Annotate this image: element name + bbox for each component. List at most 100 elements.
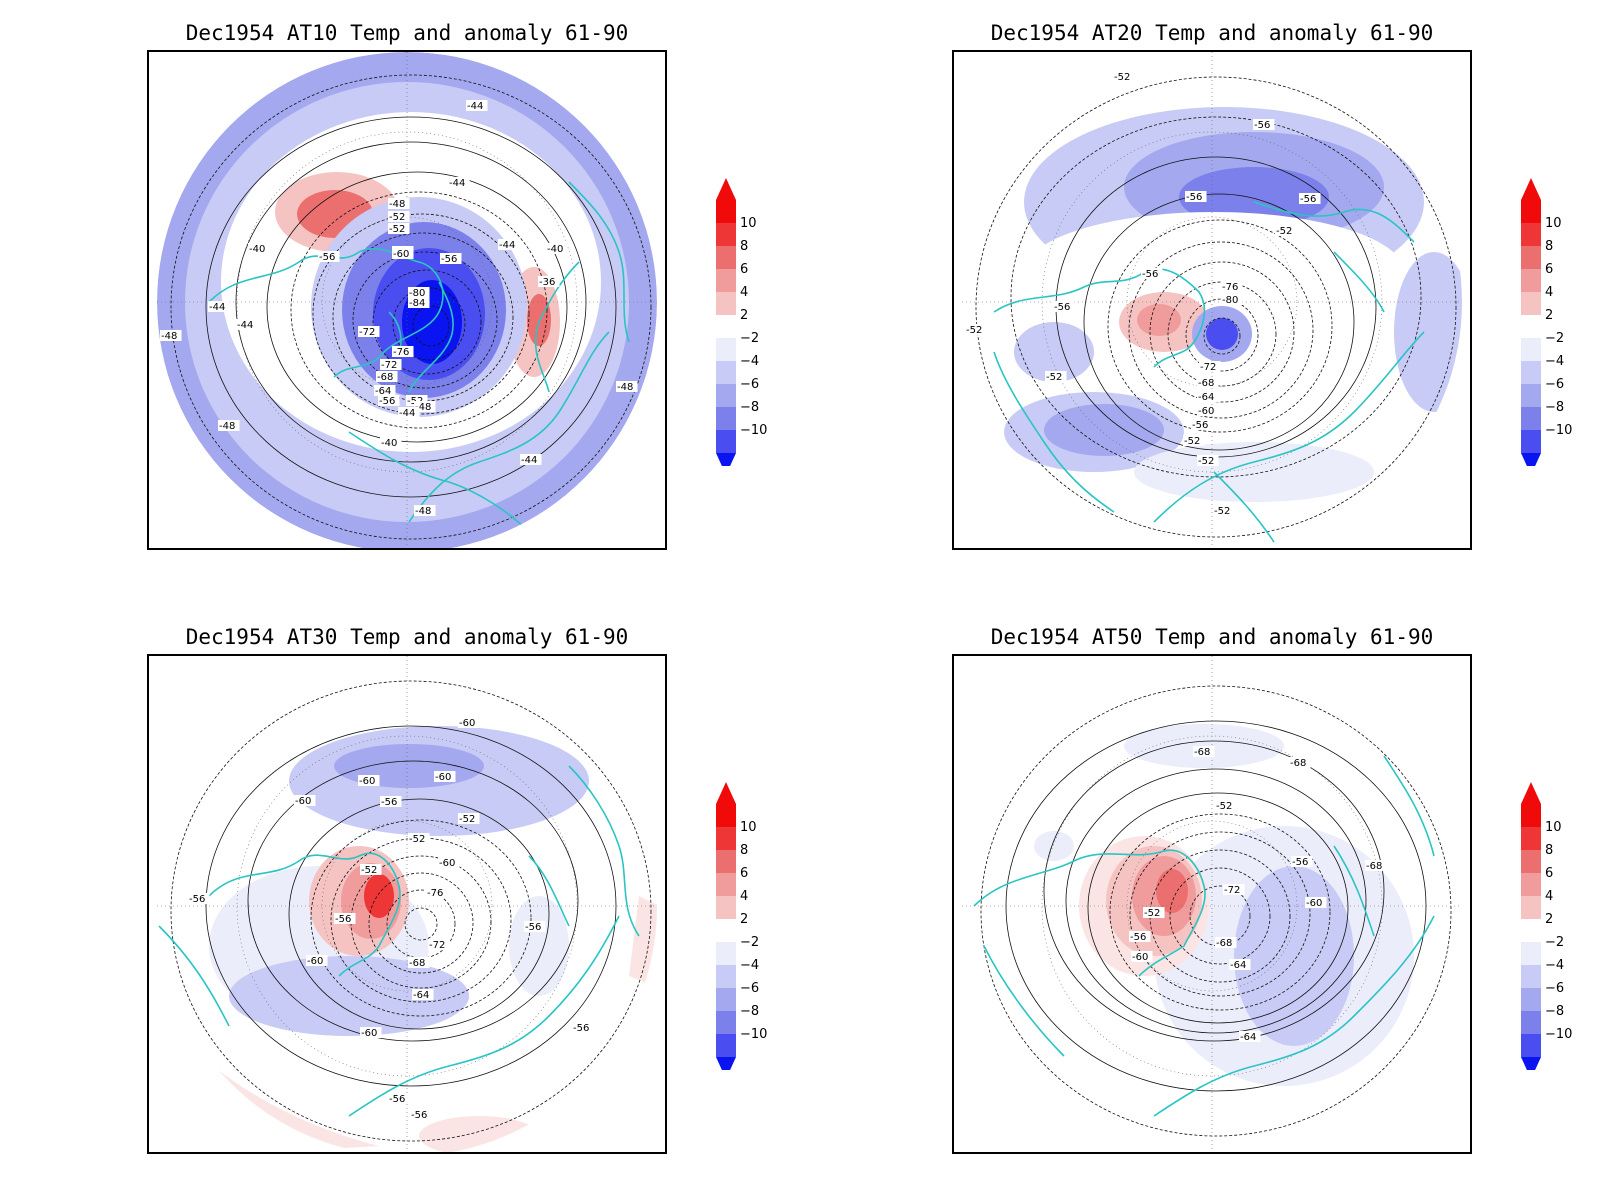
contour-label: -48 <box>161 331 177 342</box>
contour-label: -72 <box>1200 362 1216 373</box>
contour-label: -84 <box>409 298 425 309</box>
coastline <box>1153 331 1425 543</box>
contour-line <box>312 213 530 415</box>
colorbar-swatch <box>716 430 736 453</box>
colorbar-tick-label: 4 <box>740 285 748 300</box>
contour-label: -56 <box>1292 857 1308 868</box>
contour-label: -52 <box>1276 226 1292 237</box>
coastline <box>973 849 1206 977</box>
contour-line <box>288 798 550 1030</box>
contour-line <box>1043 740 1385 1042</box>
contour-label: -56 <box>1130 932 1146 943</box>
colorbar-swatch <box>716 896 736 919</box>
contour-label: -56 <box>525 922 541 933</box>
contour-label: -56 <box>573 1023 589 1034</box>
contour-label-bg <box>1221 281 1243 292</box>
colorbar-swatch <box>1521 1034 1541 1057</box>
panel-title: Dec1954 AT30 Temp and anomaly 61-90 <box>185 625 629 649</box>
contour-line <box>352 251 498 389</box>
colorbar-tick-label: 10 <box>740 820 757 835</box>
map-panel-at30: Dec1954 AT30 Temp and anomaly 61-90 <box>147 620 667 1180</box>
contour-label-bg <box>1275 225 1297 236</box>
colorbar-tick-label: −8 <box>1545 400 1564 415</box>
contour-label: -76 <box>1222 282 1238 293</box>
colorbar-tick-label: 6 <box>740 262 748 277</box>
contour-label-bg <box>1045 371 1067 382</box>
contour-label-bg <box>358 775 380 786</box>
contour-line <box>368 872 474 974</box>
colorbar-swatch <box>1521 269 1541 292</box>
contour-label-bg <box>1221 294 1243 305</box>
contour-label: -40 <box>381 438 397 449</box>
contour-line <box>290 191 548 429</box>
anomaly-fill <box>1179 167 1329 227</box>
contour-label: -44 <box>449 178 465 189</box>
colorbar-swatch <box>1521 804 1541 827</box>
colorbar-swatch <box>716 873 736 896</box>
contour-label: -40 <box>249 244 265 255</box>
contour-label: -52 <box>1198 456 1214 467</box>
contour-label: -64 <box>413 990 429 1001</box>
anomaly-fill <box>1044 404 1164 456</box>
colorbar-swatch <box>1521 873 1541 896</box>
contour-label-bg <box>380 796 402 807</box>
contour-label: -68 <box>1194 747 1210 758</box>
polar-stereographic-map: -68 -68 -52 -56 -68 -72 -60 -52 -56 -60 -68 -64 -64 <box>962 656 1462 1152</box>
colorbar-swatch <box>716 246 736 269</box>
polar-map-frame: -44-44-48-52-52-56-60-56-44-40-40-56-80-… <box>147 50 667 550</box>
contour-label-bg <box>438 857 460 868</box>
contour-label: -52 <box>1184 436 1200 447</box>
contour-label: -44 <box>237 320 253 331</box>
contour-label: -60 <box>393 249 409 260</box>
colorbar-swatch <box>1521 246 1541 269</box>
contour-label-bg <box>1191 419 1213 430</box>
colorbar-tick-label: −4 <box>1545 958 1564 973</box>
contour-line <box>412 305 450 347</box>
contour-label-bg <box>524 921 546 932</box>
contour-label: -64 <box>375 386 391 397</box>
contour-label: -52 <box>1144 908 1160 919</box>
anomaly-fill <box>1156 869 1188 913</box>
contour-label: -48 <box>389 199 405 210</box>
contour-label-bg <box>616 381 638 392</box>
contour-line <box>1107 219 1333 433</box>
contour-line <box>350 855 492 989</box>
colorbar-swatch <box>716 1034 736 1057</box>
contour-label: -52 <box>1114 72 1130 83</box>
colorbar-tick-label: 8 <box>740 239 748 254</box>
colorbar-at50: 10 8 6 4 2 −2 −4 −6 −8 −10 <box>1517 780 1587 1070</box>
contour-label: -52 <box>389 212 405 223</box>
colorbar-swatch <box>1521 942 1541 965</box>
contour-label: -64 <box>1198 392 1214 403</box>
contour-label: -56 <box>1186 192 1202 203</box>
colorbar-swatch <box>1521 384 1541 407</box>
contour-label-bg <box>1185 191 1207 202</box>
contour-label: -60 <box>1132 952 1148 963</box>
contour-label-bg <box>388 211 410 222</box>
contour-labels: -68 -68 -52 -56 -68 -72 -60 -52 -56 -60 -68 -64 -64 <box>1129 746 1387 1043</box>
contour-label-bg <box>538 276 560 287</box>
coastline <box>983 915 1435 1117</box>
contour-label: -56 <box>389 1094 405 1105</box>
contour-label: -52 <box>389 224 405 235</box>
contour-label-bg <box>1291 856 1313 867</box>
contour-label: -48 <box>415 402 431 413</box>
colorbar-tick-label: 6 <box>1545 262 1553 277</box>
contour-label-bg <box>218 420 240 431</box>
colorbar-swatch <box>1521 292 1541 315</box>
anomaly-fill <box>1137 304 1181 336</box>
anomaly-fill <box>229 956 469 1036</box>
contour-label-bg <box>1197 377 1219 388</box>
contour-label-bg <box>358 326 380 337</box>
colorbar-arrow-top <box>716 178 736 200</box>
colorbar-swatch <box>1521 361 1541 384</box>
contour-label: -60 <box>295 796 311 807</box>
contour-label-bg <box>160 330 182 341</box>
contour-label: -44 <box>467 101 483 112</box>
contour-label: -56 <box>441 254 457 265</box>
contour-label-bg <box>440 253 462 264</box>
anomaly-fill <box>364 874 394 918</box>
contour-label: -56 <box>319 252 335 263</box>
contour-line <box>1128 241 1314 419</box>
contour-label: -60 <box>435 772 451 783</box>
